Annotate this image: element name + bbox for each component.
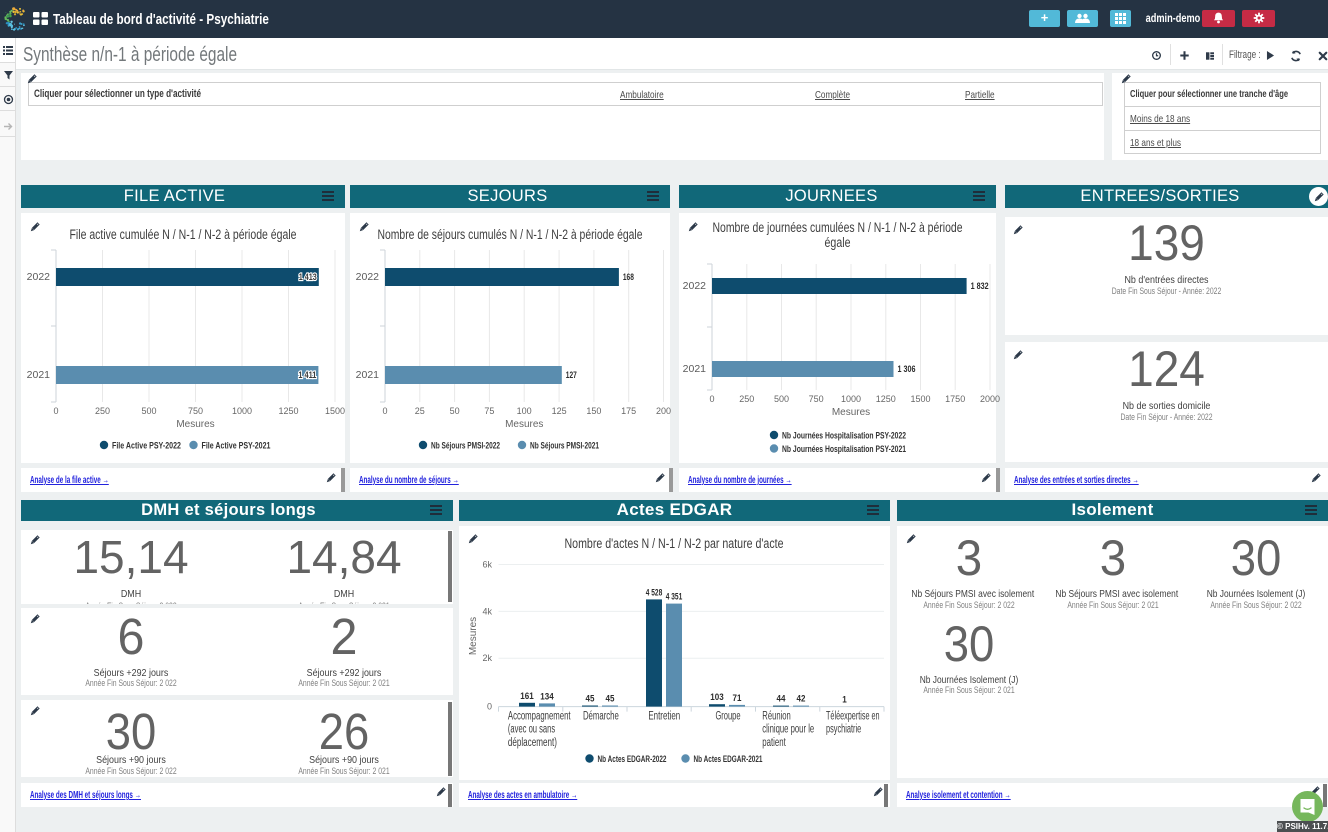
svg-text:175: 175	[621, 406, 636, 416]
svg-text:Nb Actes EDGAR-2021: Nb Actes EDGAR-2021	[694, 754, 763, 765]
svg-text:1 832: 1 832	[971, 281, 989, 291]
svg-text:100: 100	[517, 406, 532, 416]
svg-text:42: 42	[797, 694, 806, 704]
svg-text:2022: 2022	[356, 271, 380, 283]
svg-text:Nb Séjours PMSI-2022: Nb Séjours PMSI-2022	[431, 441, 500, 452]
svg-text:Nb Séjours PMSI-2021: Nb Séjours PMSI-2021	[530, 441, 599, 452]
svg-text:2022: 2022	[27, 271, 51, 283]
svg-text:500: 500	[774, 394, 789, 404]
svg-text:Nombre d'actes N / N-1 / N-2 p: Nombre d'actes N / N-1 / N-2 par nature …	[565, 536, 784, 551]
svg-text:(avec ou sans: (avec ou sans	[508, 724, 555, 736]
svg-text:déplacement): déplacement)	[508, 737, 557, 749]
svg-text:0: 0	[709, 394, 714, 404]
svg-text:2021: 2021	[683, 363, 707, 375]
svg-text:Téléexpertise en: Téléexpertise en	[826, 710, 880, 722]
svg-text:Mesures: Mesures	[468, 617, 479, 655]
svg-text:1000: 1000	[841, 394, 861, 404]
svg-text:Nb Actes EDGAR-2022: Nb Actes EDGAR-2022	[598, 754, 667, 765]
svg-text:clinique pour le: clinique pour le	[762, 724, 814, 736]
svg-text:250: 250	[95, 406, 110, 416]
svg-text:1250: 1250	[278, 406, 298, 416]
svg-text:2k: 2k	[482, 653, 492, 663]
svg-text:Mesures: Mesures	[176, 419, 214, 430]
svg-text:45: 45	[586, 694, 595, 704]
svg-text:0: 0	[382, 406, 387, 416]
svg-text:File Active PSY-2022: File Active PSY-2022	[112, 441, 181, 452]
svg-text:psychiatrie: psychiatrie	[826, 724, 861, 736]
svg-text:45: 45	[606, 694, 615, 704]
svg-text:1500: 1500	[325, 406, 345, 416]
svg-text:2021: 2021	[356, 369, 380, 381]
svg-text:Accompagnement: Accompagnement	[508, 710, 571, 722]
svg-text:103: 103	[710, 692, 723, 702]
svg-text:Nb Journées Hospitalisation PS: Nb Journées Hospitalisation PSY-2021	[782, 444, 907, 455]
svg-text:patient: patient	[762, 737, 786, 749]
svg-text:Entretien: Entretien	[648, 710, 680, 722]
svg-text:1250: 1250	[876, 394, 896, 404]
svg-text:2021: 2021	[27, 369, 51, 381]
svg-text:1 411: 1 411	[298, 370, 316, 380]
svg-text:2022: 2022	[683, 280, 707, 292]
svg-text:6k: 6k	[482, 560, 492, 570]
svg-text:1000: 1000	[232, 406, 252, 416]
svg-text:Mesures: Mesures	[505, 419, 543, 430]
svg-text:File Active PSY-2021: File Active PSY-2021	[202, 441, 272, 452]
svg-text:134: 134	[540, 691, 553, 701]
svg-text:50: 50	[450, 406, 460, 416]
svg-text:égale: égale	[825, 235, 851, 250]
svg-text:1 306: 1 306	[898, 364, 916, 374]
svg-text:Mesures: Mesures	[832, 407, 870, 418]
svg-text:Démarche: Démarche	[583, 710, 619, 722]
svg-text:71: 71	[733, 693, 742, 703]
svg-text:127: 127	[566, 370, 577, 380]
svg-text:Nombre de séjours cumulés N /: Nombre de séjours cumulés N / N-1 / N-2 …	[378, 227, 643, 242]
svg-text:75: 75	[484, 406, 494, 416]
svg-text:200: 200	[656, 406, 671, 416]
svg-text:2000: 2000	[980, 394, 1000, 404]
svg-text:250: 250	[739, 394, 754, 404]
svg-text:168: 168	[623, 272, 634, 282]
svg-text:1500: 1500	[910, 394, 930, 404]
svg-text:1: 1	[842, 695, 847, 705]
svg-text:4 528: 4 528	[646, 587, 663, 597]
svg-text:750: 750	[188, 406, 203, 416]
svg-text:4 351: 4 351	[666, 592, 683, 602]
svg-text:0: 0	[53, 406, 58, 416]
svg-text:1750: 1750	[945, 394, 965, 404]
svg-text:125: 125	[552, 406, 567, 416]
svg-text:750: 750	[809, 394, 824, 404]
svg-text:1 413: 1 413	[299, 272, 317, 282]
svg-text:Nb Journées Hospitalisation PS: Nb Journées Hospitalisation PSY-2022	[782, 431, 906, 442]
svg-text:Réunion: Réunion	[762, 710, 791, 722]
svg-text:25: 25	[415, 406, 425, 416]
svg-text:Nombre de journées cumulées N: Nombre de journées cumulées N / N-1 / N-…	[713, 220, 963, 235]
svg-text:150: 150	[586, 406, 601, 416]
svg-text:File active cumulée N / N-1 /: File active cumulée N / N-1 / N-2 à péri…	[70, 227, 297, 242]
svg-text:44: 44	[777, 694, 786, 704]
svg-text:Groupe: Groupe	[715, 710, 740, 722]
svg-text:161: 161	[520, 691, 533, 701]
svg-text:4k: 4k	[482, 606, 492, 616]
svg-text:0: 0	[487, 702, 492, 712]
svg-text:500: 500	[141, 406, 156, 416]
